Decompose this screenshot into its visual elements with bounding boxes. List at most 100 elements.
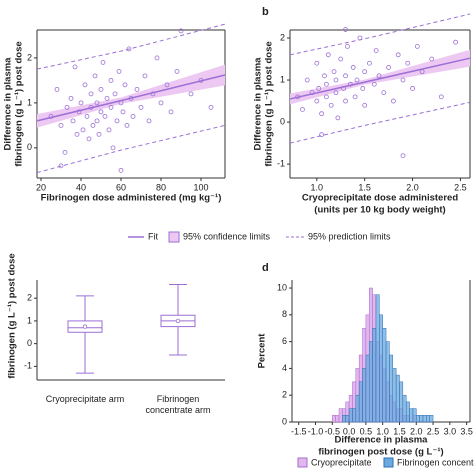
point [328,102,334,108]
point [316,86,322,91]
point [126,46,132,52]
hist-bar [409,408,414,423]
point [58,122,64,128]
x-axis-title: fibrinogen post dose (g L⁻¹) [318,447,443,458]
point [343,98,348,104]
point [118,167,124,173]
y-tick-label: 0 [282,416,287,426]
hist-bar [332,415,336,423]
hist-bar [345,415,350,423]
hist-bar [385,341,390,423]
point [154,55,160,61]
point [96,131,102,137]
point [410,86,415,91]
point [54,86,60,92]
point [429,56,435,62]
hist-bar [362,368,367,423]
point [164,82,170,88]
point [188,91,194,97]
y-tick-label: 2 [27,293,32,303]
hist-bar [392,368,397,423]
x-tick-label: 2.5 [454,182,467,192]
hist-bar [358,381,363,423]
point [70,118,76,124]
panel-letter: d [262,262,269,274]
point [94,100,100,106]
prediction-limit [289,101,471,144]
point [360,86,366,91]
y-tick-label: 2 [280,32,285,42]
point [323,81,329,87]
hist-bar [372,327,377,423]
point [208,104,214,110]
x-tick-label: 0.0 [343,426,356,436]
point [86,136,92,142]
y-tick-label: 10 [277,282,287,292]
point [122,82,128,88]
x-axis-title: Fibrinogen dose administered (mg kg⁻¹) [41,193,222,204]
hist-bar [389,354,394,423]
point [414,43,420,49]
y-tick-label: 0 [27,338,32,348]
x-tick-label: 100 [193,182,208,192]
category-label-box: Cryoprecipitate arm [46,394,125,404]
point [438,94,444,100]
point [323,94,329,100]
hist-bar [399,381,404,423]
fit-line [36,74,226,122]
category-label-box: Fibrinogen concentrate arm [145,394,210,415]
point [142,73,148,79]
panel-letter: b [262,6,269,18]
x-tick-label: 2.0 [410,426,423,436]
point [64,104,70,110]
point [331,69,337,75]
x-tick-label: 2.5 [427,426,440,436]
x-tick-label: -1.5 [291,426,307,436]
point [108,104,114,110]
point [386,65,392,70]
point [343,73,348,79]
point [78,100,84,106]
point [106,127,112,133]
point [146,118,152,124]
legend-label: Cryoprecipitate [311,457,372,467]
x-axis-title: Difference in plasma [335,435,429,446]
point [138,104,144,110]
point [116,68,122,74]
point [400,77,406,83]
hist-bar [352,408,357,423]
point [343,27,348,32]
point [110,145,116,151]
point [338,56,344,62]
hist-bar [348,408,353,423]
point [98,109,104,115]
x-tick-label: -1.0 [308,426,324,436]
point [350,65,356,70]
prediction-limit [36,23,226,70]
point [314,60,320,66]
hist-bar [426,415,430,423]
y-axis-title: fibrinogen (g L⁻¹) post dose [7,253,18,378]
point [178,28,184,34]
hist-bar [422,415,427,423]
point [114,118,120,124]
x-tick-label: 20 [36,182,46,192]
y-tick-label: 2 [282,390,287,400]
y-tick-label: -1 [277,159,285,169]
point [381,90,387,96]
point [84,113,90,119]
x-axis-title: Cryoprecipitate dose administered [302,193,458,204]
point [314,98,320,104]
legend-swatch [168,231,180,243]
y-tick-label: 0 [27,142,32,152]
fit-line [289,57,471,100]
legend-label: Fit [148,231,158,241]
point [345,43,350,49]
point [58,163,64,169]
y-tick-label: 1 [27,315,32,325]
point [391,98,396,104]
point [112,91,118,97]
hist-bar [382,327,387,423]
legend-label: Fibrinogen concentrate [397,457,474,467]
